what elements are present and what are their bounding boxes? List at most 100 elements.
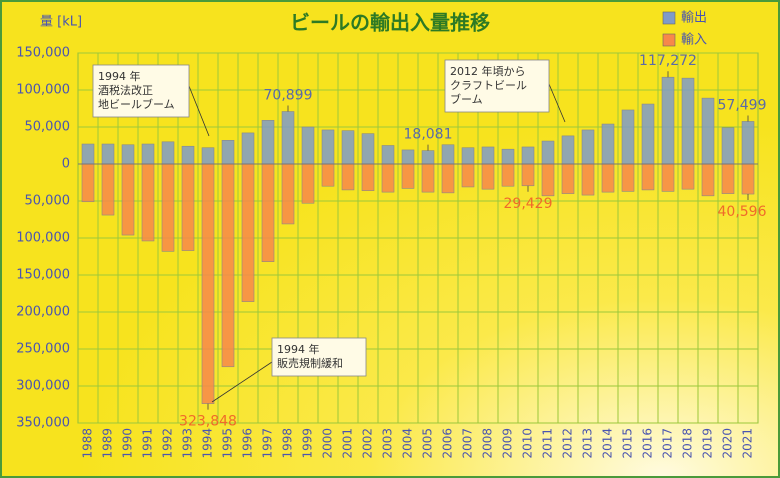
legend-label: 輸出	[681, 11, 707, 26]
y-tick-label: 300,000	[16, 379, 70, 394]
data-label: 57,499	[718, 97, 767, 113]
y-axis-label: 量 [kL]	[40, 15, 82, 30]
bar	[281, 163, 295, 225]
bar	[81, 143, 95, 165]
legend-swatch	[662, 11, 676, 25]
y-tick-label: 200,000	[16, 305, 70, 320]
bar	[281, 111, 295, 165]
bar	[681, 163, 695, 190]
annotation-text: 1994 年	[277, 342, 320, 356]
annotation-text: 酒税法改正	[98, 83, 153, 97]
bar	[181, 163, 195, 251]
bar	[461, 147, 475, 165]
legend-swatch	[662, 33, 676, 47]
x-tick-label: 2015	[621, 428, 635, 459]
bar	[681, 77, 695, 165]
bar	[101, 163, 115, 216]
annotation-text: 販売規制緩和	[277, 356, 343, 370]
y-tick-label: 150,000	[16, 46, 70, 61]
bar	[341, 130, 355, 165]
x-tick-label: 2007	[461, 428, 475, 459]
x-tick-label: 2002	[361, 428, 375, 459]
bar	[341, 163, 355, 191]
bar	[401, 149, 415, 165]
bar	[661, 76, 675, 165]
data-label: 323,848	[179, 414, 237, 430]
annotation-text: 地ビールブーム	[98, 97, 175, 111]
data-label: 117,272	[639, 53, 697, 69]
x-tick-label: 2001	[341, 428, 355, 459]
annotation-leader	[211, 361, 273, 403]
annotation-box	[271, 337, 367, 377]
bar	[321, 129, 335, 165]
bar	[661, 163, 675, 192]
x-tick-label: 2004	[401, 428, 415, 459]
bar	[541, 163, 555, 197]
x-tick-label: 2005	[421, 428, 435, 459]
bar	[221, 163, 235, 368]
x-tick-label: 2008	[481, 428, 495, 459]
bar	[481, 146, 495, 165]
bar	[181, 145, 195, 165]
bar	[81, 163, 95, 203]
bar	[721, 127, 735, 165]
x-tick-label: 2016	[641, 428, 655, 459]
annotation-text: クラフトビール	[450, 79, 527, 92]
bar	[421, 150, 435, 165]
x-tick-label: 2003	[381, 428, 395, 459]
bar	[361, 163, 375, 191]
bar	[161, 163, 175, 252]
data-label: 70,899	[264, 88, 313, 104]
bar	[521, 163, 535, 187]
chart-title: ビールの輸出入量推移	[290, 11, 490, 35]
x-tick-label: 1991	[141, 428, 155, 459]
bar	[601, 123, 615, 165]
x-tick-label: 1992	[161, 428, 175, 459]
bar	[141, 143, 155, 165]
annotation-leader	[188, 85, 210, 137]
x-tick-label: 2019	[701, 428, 715, 459]
x-tick-label: 2013	[581, 428, 595, 459]
bar	[401, 163, 415, 189]
y-tick-label: 100,000	[16, 231, 70, 246]
bar	[641, 103, 655, 165]
bar	[541, 140, 555, 165]
x-tick-label: 1997	[261, 428, 275, 459]
bar	[701, 163, 715, 197]
bar	[621, 109, 635, 165]
bar	[201, 147, 215, 165]
bar	[381, 163, 395, 193]
bar	[481, 163, 495, 190]
x-tick-label: 2009	[501, 428, 515, 459]
bar	[141, 163, 155, 242]
bar	[241, 163, 255, 302]
bar	[381, 145, 395, 165]
y-tick-label: 250,000	[16, 342, 70, 357]
x-tick-label: 2018	[681, 428, 695, 459]
x-tick-label: 1998	[281, 428, 295, 459]
y-tick-label: 50,000	[25, 120, 71, 135]
bar	[261, 163, 275, 262]
y-tick-label: 0	[62, 157, 70, 172]
annotation-text: 1994 年	[98, 69, 141, 83]
bar	[461, 163, 475, 188]
bar	[741, 163, 755, 195]
x-tick-label: 2014	[601, 428, 615, 459]
bar	[561, 135, 575, 165]
bar	[201, 163, 215, 404]
x-tick-label: 1999	[301, 428, 315, 459]
y-tick-label: 100,000	[16, 83, 70, 98]
y-tick-label: 150,000	[16, 268, 70, 283]
bar	[301, 126, 315, 165]
bar	[241, 132, 255, 165]
legend-label: 輸入	[681, 33, 707, 48]
bar	[741, 121, 755, 165]
bar	[441, 144, 455, 165]
bar	[501, 163, 515, 187]
data-label: 29,429	[504, 196, 553, 212]
x-tick-label: 1988	[81, 428, 95, 459]
y-tick-label: 50,000	[25, 194, 71, 209]
bar	[221, 140, 235, 165]
bar	[101, 143, 115, 165]
